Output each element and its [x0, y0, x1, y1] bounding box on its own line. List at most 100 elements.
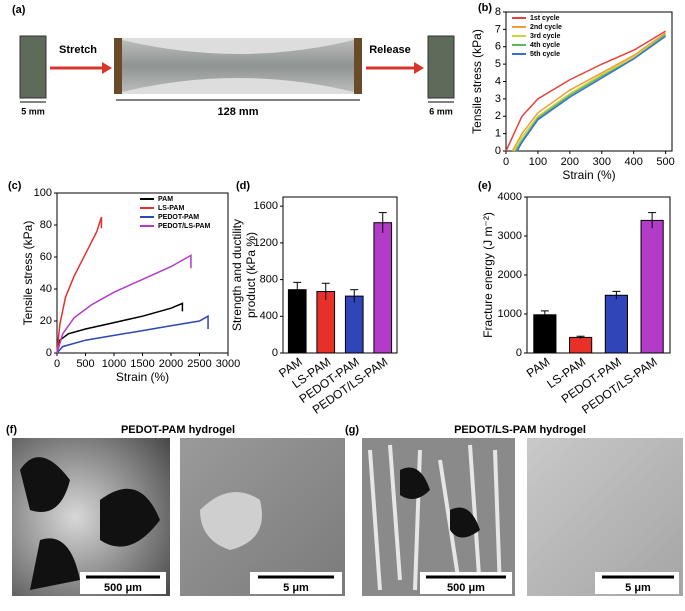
y-axis-title: Fracture energy (J m⁻²) [481, 212, 495, 338]
bar [569, 336, 593, 354]
y-tick-label: 20 [40, 315, 52, 327]
x-tick-label: 1500 [130, 358, 154, 370]
bar [533, 314, 557, 354]
y-axis-title: Strength and ductility [230, 219, 244, 331]
arrow-head [102, 62, 112, 74]
y-tick-label: 1200 [254, 237, 278, 249]
x-tick-label: 0 [503, 156, 509, 168]
bar [344, 295, 364, 354]
y-tick-label: 2000 [498, 269, 522, 281]
legend-label: 5th cycle [530, 51, 560, 58]
series-line [513, 33, 667, 152]
x-tick-label: 400 [625, 156, 643, 168]
legend-label: 4th cycle [530, 42, 560, 49]
arrow-head [414, 62, 424, 74]
y-tick-label: 1600 [254, 200, 278, 212]
y-tick-label: 40 [40, 283, 52, 295]
legend-label: LS-PAM [158, 205, 184, 212]
panel-label: (g) [345, 424, 359, 436]
y-tick-label: 0 [516, 347, 522, 359]
x-tick-label: 1000 [102, 358, 126, 370]
pore [400, 467, 480, 538]
bar [287, 289, 307, 354]
y-tick-label: 0 [46, 347, 52, 359]
series-line [56, 314, 209, 354]
legend-label: 2nd cycle [530, 24, 562, 31]
series-line [511, 32, 667, 152]
panel-label: (d) [236, 180, 250, 192]
release-label: Release [369, 44, 411, 56]
legend-label: PEDOT/LS-PAM [158, 223, 211, 230]
photo-after [427, 35, 455, 99]
series-line [505, 30, 667, 152]
y-tick-label: 0 [495, 145, 501, 157]
y-tick-label: 2 [495, 110, 501, 122]
bar [373, 222, 393, 354]
legend-label: 3rd cycle [530, 33, 560, 40]
panel-label: (e) [478, 180, 492, 192]
panel-label: (b) [478, 2, 492, 14]
stretch-label: Stretch [59, 44, 97, 56]
y-tick-label: 5 [495, 58, 501, 70]
bar [316, 291, 336, 354]
x-tick-label: 200 [561, 156, 579, 168]
pore [20, 457, 160, 590]
plot-frame [526, 196, 671, 354]
dimension: 6 mm [429, 106, 453, 116]
photo-before [19, 35, 47, 99]
y-axis-title: Tensile stress (kPa) [21, 221, 35, 326]
series-line [56, 254, 192, 354]
y-axis-title: Tensile stress (kPa) [470, 29, 484, 134]
y-axis-title: product (kPa %) [244, 232, 258, 318]
y-tick-label: 6 [495, 41, 501, 53]
dimension: 128 mm [218, 106, 259, 118]
y-tick-label: 3000 [498, 230, 522, 242]
gel-strip [122, 40, 354, 92]
series-line [56, 302, 184, 354]
y-tick-label: 7 [495, 23, 501, 35]
y-tick-label: 80 [40, 219, 52, 231]
legend-label: PAM [158, 196, 173, 203]
bar [640, 219, 664, 354]
sem-image [527, 438, 683, 596]
panel-title: PEDOT-PAM hydrogel [121, 424, 235, 436]
x-tick-label: 300 [593, 156, 611, 168]
y-tick-label: 0 [272, 347, 278, 359]
x-tick-label: 0 [54, 358, 60, 370]
x-axis-title: Strain (%) [562, 168, 615, 182]
scale-label: 500 μm [447, 582, 485, 594]
panel-label: (c) [8, 180, 22, 192]
y-tick-label: 800 [260, 273, 278, 285]
plot-frame [282, 196, 398, 354]
x-axis-title: Strain (%) [116, 370, 169, 384]
scale-label: 5 μm [625, 582, 651, 594]
bar [604, 294, 628, 354]
scale-label: 500 μm [104, 582, 142, 594]
y-tick-label: 60 [40, 251, 52, 263]
y-tick-label: 1 [495, 128, 501, 140]
x-tick-label: 2000 [159, 358, 183, 370]
series-line [56, 216, 103, 354]
y-tick-label: 1000 [498, 308, 522, 320]
dimension: 5 mm [21, 106, 45, 116]
clamp [354, 38, 362, 94]
panel-title: PEDOT/LS-PAM hydrogel [454, 424, 586, 436]
x-tick-label: 100 [529, 156, 547, 168]
x-tick-label: 500 [76, 358, 94, 370]
clamp [114, 38, 122, 94]
x-tick-label: 2500 [187, 358, 211, 370]
y-tick-label: 4000 [498, 191, 522, 203]
particle [200, 492, 262, 550]
series-line [516, 35, 667, 152]
y-tick-label: 8 [495, 6, 501, 18]
x-tick-label: 3000 [216, 358, 240, 370]
scale-label: 5 μm [283, 582, 309, 594]
panel-label: (a) [12, 4, 26, 16]
x-tick-label: 500 [656, 156, 674, 168]
y-tick-label: 100 [34, 187, 52, 199]
legend-label: 1st cycle [530, 15, 560, 22]
plot-frame [505, 11, 673, 152]
plot-frame [56, 192, 229, 354]
legend-label: PEDOT-PAM [158, 214, 199, 221]
